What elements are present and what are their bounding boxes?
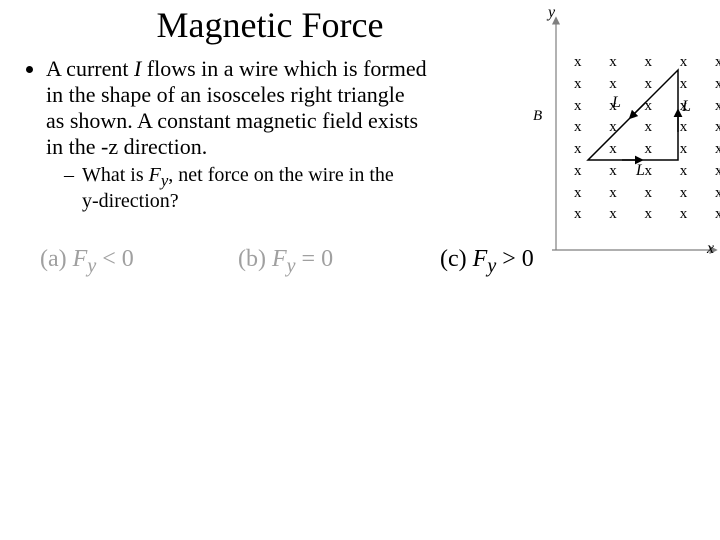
t: F [473,246,488,272]
Fy-F: F [149,164,161,186]
t: x x x x x [574,163,720,179]
t: x x x x x [574,54,720,70]
diagram: x x x x x x x x x x x x x x x x x x x x x x … [526,10,718,260]
choice-b: (b) Fy = 0 [238,246,333,278]
y-axis-label: y [548,4,555,22]
t: (b) [238,246,272,272]
l-label-base: L [636,162,645,180]
t: x x x x x [574,206,720,222]
t: A current [46,56,134,81]
t: x x x x x [574,141,720,157]
choice-a: (a) Fy < 0 [40,246,134,278]
t: y-direction? [82,190,179,212]
t: y [87,255,96,277]
l-label-hyp: L [612,94,621,112]
t: x x x x x [574,185,720,201]
b-field-x-grid: x x x x x x x x x x x x x x x x x x x x x x … [574,52,720,226]
t: What is [82,164,149,186]
slide-title: Magnetic Force [0,4,540,46]
t: x x x x x [574,119,720,135]
sub-bullet: –What is Fy, net force on the wire in th… [46,164,520,214]
t: = 0 [296,246,334,272]
t: x x x x x [574,76,720,92]
t: net force on the wire in the [178,164,393,186]
t: as shown. A constant magnetic field exis… [46,108,418,133]
t: (c) [440,246,473,272]
t: F [73,246,88,272]
t: in the -z direction. [46,134,207,159]
t: y [287,255,296,277]
l-label-vert: L [682,98,691,116]
body-text: A current I flows in a wire which is for… [20,56,520,214]
x-axis-label: x [707,240,714,258]
t: F [272,246,287,272]
t: (a) [40,246,73,272]
t: x x x x x [574,98,720,114]
t: in the shape of an isosceles right trian… [46,82,405,107]
choice-c: (c) Fy > 0 [440,246,534,278]
t: y [487,255,496,277]
t: flows in a wire which is formed [141,56,426,81]
b-field-label: B [533,108,542,125]
bullet-main: A current I flows in a wire which is for… [46,56,520,214]
t: < 0 [96,246,134,272]
t: , [168,164,178,186]
